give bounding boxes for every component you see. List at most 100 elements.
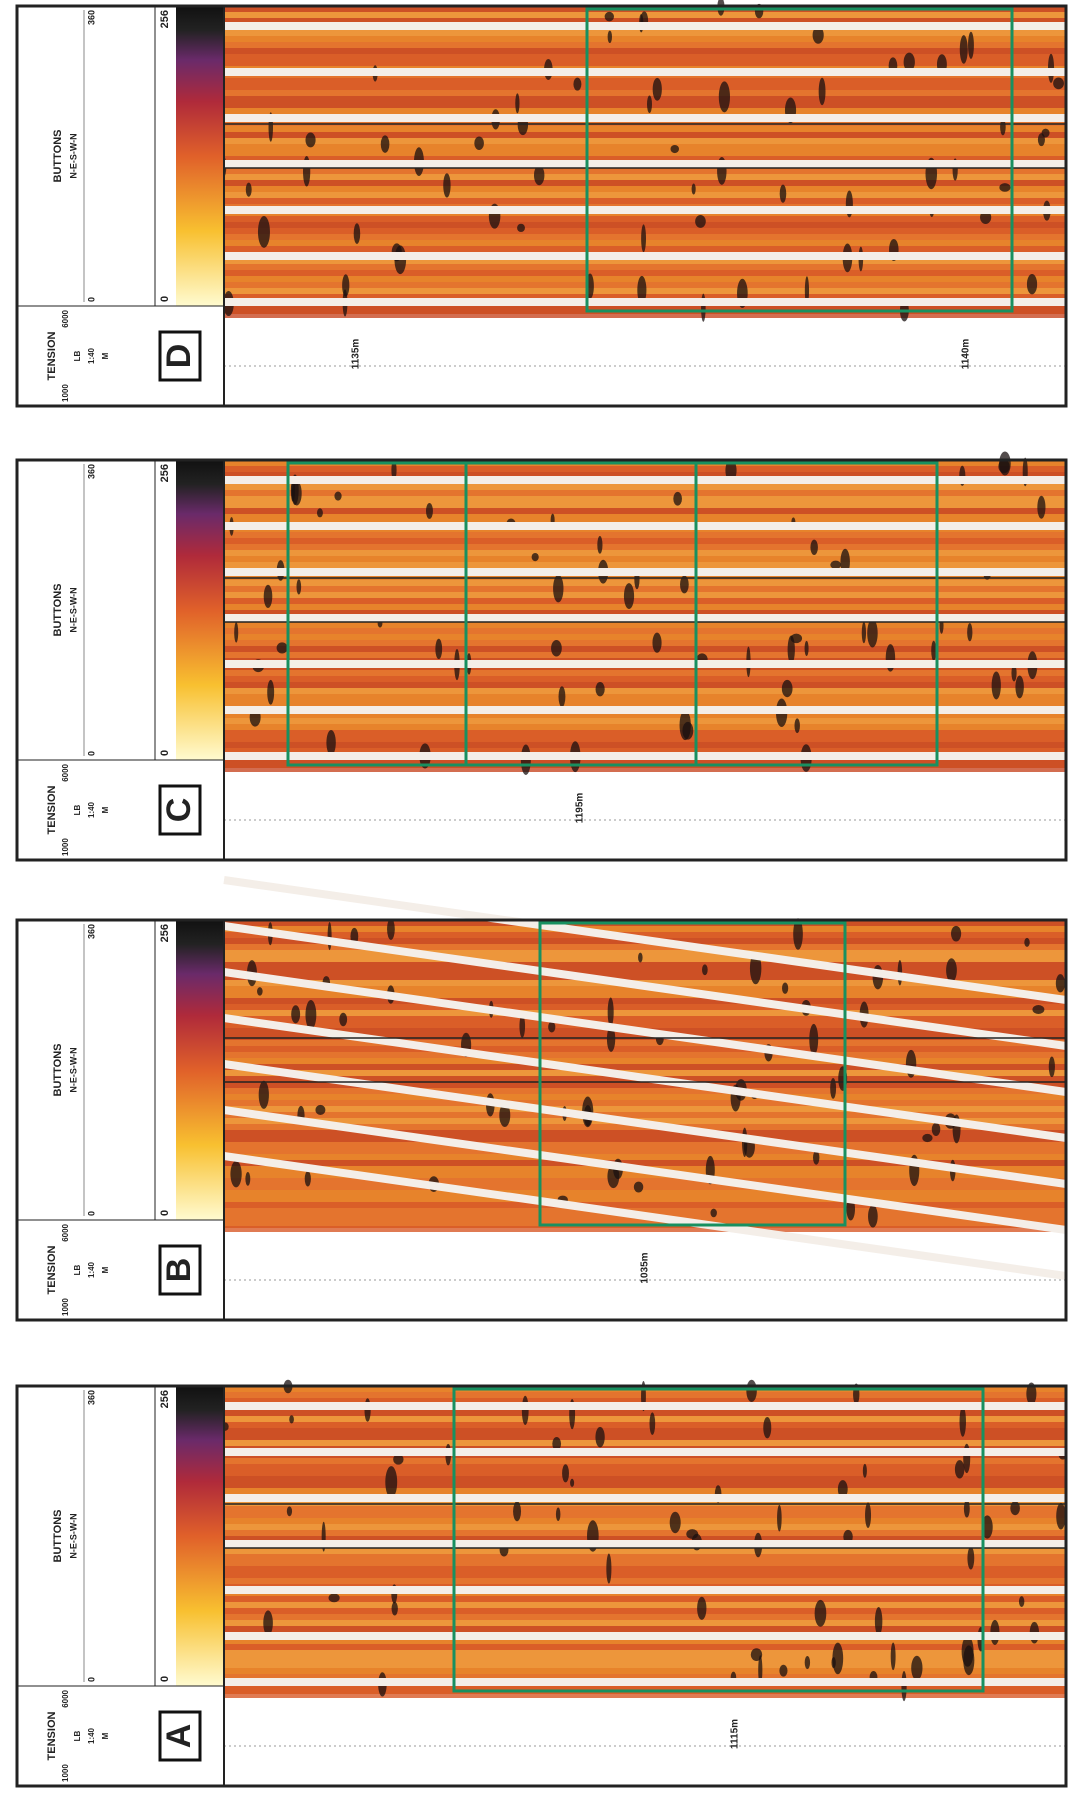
header-buttons xyxy=(17,920,155,1220)
image-band xyxy=(224,926,1066,932)
buttons-orientation: N-E-S-W-N xyxy=(68,587,78,632)
image-band xyxy=(224,466,1066,472)
image-streak xyxy=(258,216,270,248)
image-streak xyxy=(670,1512,681,1534)
image-band xyxy=(224,84,1066,90)
image-streak xyxy=(1056,1503,1065,1530)
color-scale-max: 256 xyxy=(159,924,171,942)
image-streak xyxy=(810,540,817,555)
image-streak xyxy=(1056,974,1065,992)
image-band xyxy=(224,1196,1066,1202)
image-band xyxy=(224,1428,1066,1434)
image-band xyxy=(224,1154,1066,1160)
image-band xyxy=(224,604,1066,610)
depth-unit: M xyxy=(101,1732,110,1739)
image-band xyxy=(224,580,1066,586)
image-band xyxy=(224,1088,1066,1094)
image-streak xyxy=(385,1466,397,1498)
image-streak xyxy=(794,718,799,733)
image-streak xyxy=(267,680,274,705)
image-streak xyxy=(650,1412,656,1434)
image-band xyxy=(224,1184,1066,1190)
image-band xyxy=(224,962,1066,968)
image-band xyxy=(224,1614,1066,1620)
figure: 1115mBUTTONSN-E-S-W-N03600256TENSION1000… xyxy=(0,0,1068,1803)
image-band xyxy=(224,1064,1066,1070)
image-band xyxy=(224,598,1066,604)
image-band xyxy=(224,676,1066,682)
tension-unit: LB xyxy=(73,350,82,361)
image-streak xyxy=(624,583,634,609)
tension-title: TENSION xyxy=(46,1246,58,1295)
image-band xyxy=(224,174,1066,180)
panel-label: D xyxy=(160,344,198,369)
image-streak xyxy=(653,78,662,101)
image-band xyxy=(224,508,1066,514)
image-streak xyxy=(955,1460,964,1478)
image-streak xyxy=(1038,133,1045,146)
image-band xyxy=(224,198,1066,204)
depth-unit: M xyxy=(101,352,110,359)
image-band xyxy=(224,532,1066,538)
tension-max: 6000 xyxy=(61,1689,70,1707)
image-streak xyxy=(1027,274,1037,294)
image-band xyxy=(224,1178,1066,1184)
image-streak xyxy=(230,1161,241,1187)
image-streak xyxy=(289,1415,294,1423)
image-streak xyxy=(234,622,238,642)
buttons-max: 360 xyxy=(86,1390,96,1405)
image-streak xyxy=(443,173,450,197)
image-band xyxy=(224,1488,1066,1494)
image-band xyxy=(224,700,1066,706)
color-scale-min: 0 xyxy=(159,1210,171,1216)
image-streak xyxy=(967,1547,974,1570)
image-streak xyxy=(259,1081,269,1109)
buttons-min: 0 xyxy=(86,297,96,302)
tension-unit: LB xyxy=(73,804,82,815)
image-streak xyxy=(246,183,252,197)
color-scale-min: 0 xyxy=(159,1676,171,1682)
image-band xyxy=(224,132,1066,138)
depth-label: 1135m xyxy=(351,339,362,370)
image-streak xyxy=(1037,496,1045,519)
image-band xyxy=(224,1004,1066,1010)
image-streak xyxy=(556,1508,560,1522)
image-streak xyxy=(551,640,562,656)
buttons-orientation: N-E-S-W-N xyxy=(68,133,78,178)
image-band xyxy=(224,144,1066,150)
image-band xyxy=(224,216,1066,222)
image-band xyxy=(224,1458,1066,1464)
image-streak xyxy=(596,682,605,696)
image-band xyxy=(224,36,1066,42)
image-log xyxy=(222,0,1066,322)
image-band xyxy=(224,180,1066,186)
image-streak xyxy=(548,1021,555,1032)
image-streak xyxy=(911,1656,922,1680)
depth-label: 1195m xyxy=(575,793,586,824)
image-band xyxy=(224,48,1066,54)
image-log xyxy=(224,880,1066,1276)
panel-label: B xyxy=(160,1258,198,1283)
image-log xyxy=(224,451,1066,774)
color-scale-min: 0 xyxy=(159,750,171,756)
image-streak xyxy=(305,133,315,148)
image-streak xyxy=(334,492,341,501)
image-band xyxy=(224,550,1066,556)
image-band xyxy=(224,1136,1066,1142)
panel-label: C xyxy=(160,798,198,823)
image-streak xyxy=(608,997,614,1026)
image-band xyxy=(224,1470,1066,1476)
image-streak xyxy=(968,32,974,59)
image-band xyxy=(224,1410,1066,1416)
image-streak xyxy=(291,1005,300,1023)
image-band xyxy=(224,96,1066,102)
image-band xyxy=(224,1548,1066,1554)
image-streak xyxy=(901,1671,906,1701)
image-band xyxy=(224,968,1066,974)
image-streak xyxy=(701,294,706,322)
image-band xyxy=(224,1578,1066,1584)
tension-max: 6000 xyxy=(61,1223,70,1241)
image-streak xyxy=(805,641,809,656)
image-band xyxy=(224,1668,1066,1674)
image-band xyxy=(224,1040,1066,1046)
